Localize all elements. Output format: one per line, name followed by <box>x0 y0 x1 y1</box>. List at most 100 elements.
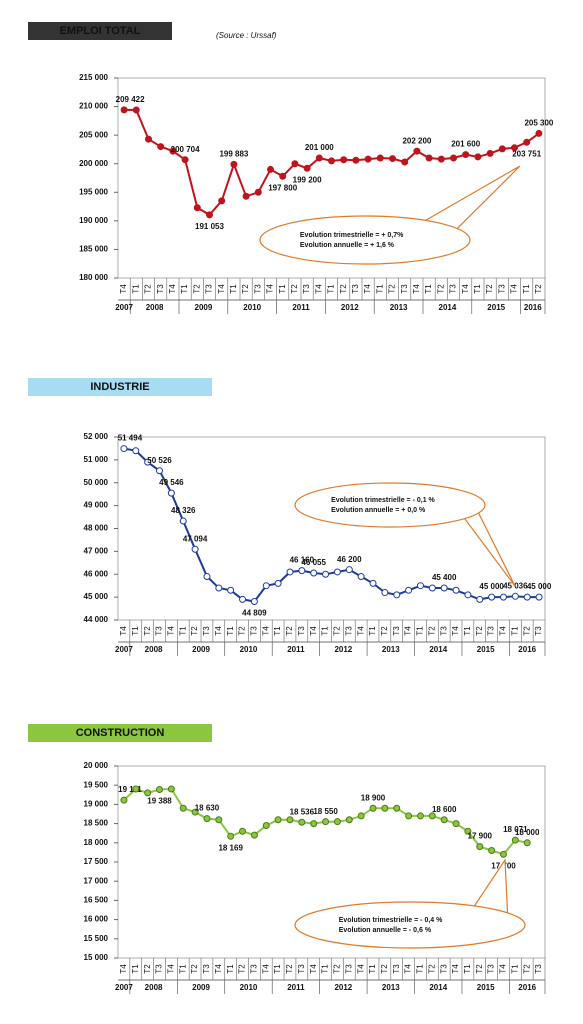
data-point <box>230 160 238 168</box>
data-point <box>425 154 433 162</box>
x-tick-label: T4 <box>309 964 318 974</box>
x-tick-label: T4 <box>451 964 460 974</box>
data-point <box>535 593 543 601</box>
data-point <box>179 804 187 812</box>
x-tick-label: T3 <box>250 964 259 974</box>
value-label: 18 000 <box>515 828 540 837</box>
data-point <box>511 836 519 844</box>
year-label: 2011 <box>292 303 310 312</box>
data-point <box>369 579 377 587</box>
title-banner <box>28 378 212 396</box>
data-point <box>488 846 496 854</box>
x-tick-label: T1 <box>131 626 140 636</box>
year-label: 2007 <box>115 645 133 654</box>
value-label: 50 526 <box>147 456 172 465</box>
x-tick-label: T3 <box>487 626 496 636</box>
value-label: 18 900 <box>361 793 386 802</box>
value-label: 19 388 <box>147 797 172 806</box>
data-point <box>452 586 460 594</box>
y-tick-label: 50 000 <box>84 478 109 487</box>
year-label: 2010 <box>243 303 261 312</box>
value-label: 18 550 <box>313 807 338 816</box>
x-tick-label: T4 <box>461 284 470 294</box>
data-point <box>191 545 199 553</box>
data-point <box>145 135 152 143</box>
value-label: 201 000 <box>305 143 334 152</box>
year-label: 2014 <box>429 983 447 992</box>
data-point <box>345 816 353 824</box>
value-label: 46 055 <box>301 558 326 567</box>
y-tick-label: 20 000 <box>84 761 109 770</box>
x-tick-label: T1 <box>178 964 187 974</box>
x-tick-label: T1 <box>416 626 425 636</box>
data-point <box>315 154 323 162</box>
value-label: 47 094 <box>183 534 208 543</box>
x-tick-label: T3 <box>156 284 165 294</box>
x-tick-label: T1 <box>226 964 235 974</box>
x-tick-label: T3 <box>205 284 214 294</box>
callout <box>294 482 486 528</box>
data-point <box>156 786 164 794</box>
callout <box>294 901 526 949</box>
data-point <box>144 789 152 797</box>
value-label: 199 200 <box>293 175 322 184</box>
x-tick-label: T4 <box>314 284 323 294</box>
year-label: 2012 <box>341 303 359 312</box>
year-label: 2015 <box>477 645 495 654</box>
year-label: 2014 <box>439 303 457 312</box>
value-label: 46 160 <box>290 556 315 565</box>
value-label: 49 546 <box>159 478 184 487</box>
data-point <box>364 155 372 163</box>
x-tick-label: T2 <box>427 626 436 636</box>
x-tick-label: T2 <box>290 284 299 294</box>
y-tick-label: 45 000 <box>84 592 109 601</box>
x-tick-label: T4 <box>166 964 175 974</box>
x-tick-label: T2 <box>427 964 436 974</box>
data-point <box>393 591 401 599</box>
data-point <box>357 812 365 820</box>
data-point <box>262 822 270 830</box>
year-label: 2011 <box>287 645 305 654</box>
x-tick-label: T3 <box>392 626 401 636</box>
x-tick-label: T1 <box>229 284 238 294</box>
x-tick-label: T3 <box>344 964 353 974</box>
x-tick-label: T1 <box>327 284 336 294</box>
x-tick-label: T3 <box>487 964 496 974</box>
x-tick-label: T1 <box>321 964 330 974</box>
data-point <box>393 804 401 812</box>
x-tick-label: T2 <box>380 626 389 636</box>
callout-pointer <box>421 165 521 233</box>
value-label: 17 900 <box>468 832 493 841</box>
data-point <box>203 815 211 823</box>
year-label: 2007 <box>115 303 133 312</box>
value-label: 45 400 <box>432 573 457 582</box>
y-tick-label: 185 000 <box>79 245 108 254</box>
x-tick-label: T2 <box>534 284 543 294</box>
x-tick-label: T4 <box>412 284 421 294</box>
year-label: 2013 <box>382 983 400 992</box>
y-tick-label: 180 000 <box>79 273 108 282</box>
x-tick-label: T2 <box>475 626 484 636</box>
data-point <box>498 145 506 153</box>
year-label: 2009 <box>192 645 210 654</box>
x-tick-label: T4 <box>404 964 413 974</box>
x-tick-label: T4 <box>499 626 508 636</box>
x-tick-label: T3 <box>497 284 506 294</box>
x-tick-label: T4 <box>309 626 318 636</box>
x-tick-label: T3 <box>302 284 311 294</box>
data-point <box>357 573 365 581</box>
data-point <box>203 573 211 581</box>
data-point <box>286 568 294 576</box>
x-tick-label: T1 <box>131 284 140 294</box>
x-tick-label: T1 <box>180 284 189 294</box>
data-point <box>132 447 140 455</box>
year-label: 2010 <box>240 645 258 654</box>
x-tick-label: T4 <box>356 626 365 636</box>
data-point <box>322 818 330 826</box>
x-tick-label: T3 <box>351 284 360 294</box>
data-point <box>274 579 282 587</box>
data-point <box>227 832 235 840</box>
x-tick-label: T3 <box>400 284 409 294</box>
data-point <box>132 106 140 114</box>
x-tick-label: T1 <box>416 964 425 974</box>
